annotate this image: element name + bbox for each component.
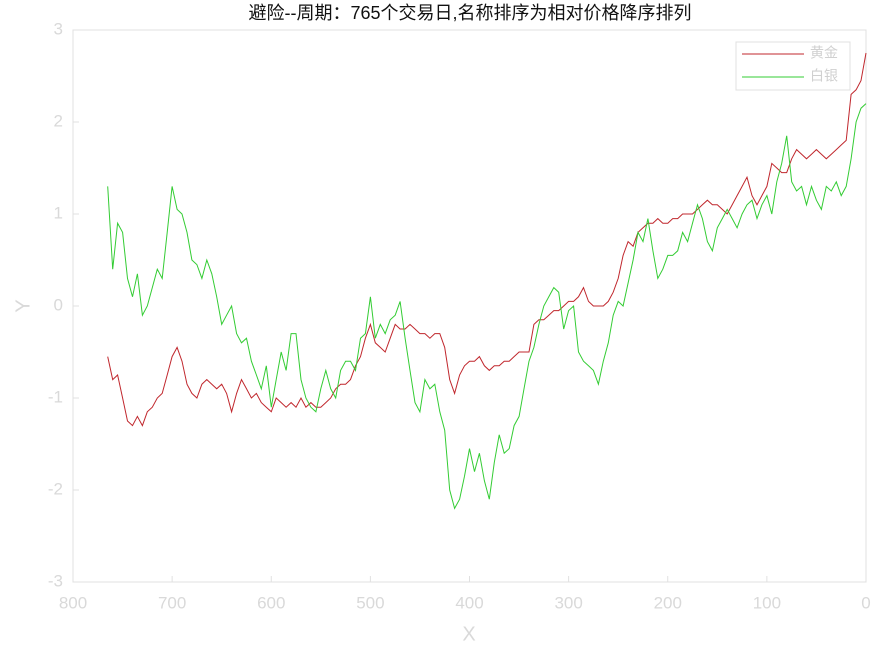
x-tick-label: 500: [356, 593, 384, 612]
x-tick-label: 600: [257, 593, 285, 612]
plot-frame: [72, 29, 867, 583]
x-tick-label: 700: [158, 593, 186, 612]
y-tick-label: -2: [48, 479, 63, 498]
x-tick-label: 0: [861, 593, 870, 612]
y-axis-label: Y: [12, 299, 34, 312]
chart-title: 避险--周期：765个交易日,名称排序为相对价格降序排列: [248, 3, 691, 23]
y-tick-label: 2: [54, 111, 63, 130]
y-tick-label: 0: [54, 295, 63, 314]
x-tick-label: 800: [59, 593, 87, 612]
y-tick-label: 1: [54, 203, 63, 222]
y-tick-label: 3: [54, 19, 63, 38]
x-tick-label: 400: [455, 593, 483, 612]
x-tick-label: 100: [753, 593, 781, 612]
y-tick-label: -3: [48, 571, 63, 590]
legend-label: 白银: [810, 68, 838, 84]
legend-box: [735, 41, 851, 91]
legend-label: 黄金: [810, 45, 838, 61]
x-axis-label: X: [462, 623, 475, 645]
x-tick-label: 300: [554, 593, 582, 612]
data-line: [107, 52, 867, 427]
y-tick-label: -1: [48, 387, 63, 406]
x-tick-label: 200: [654, 593, 682, 612]
data-line: [107, 103, 867, 510]
